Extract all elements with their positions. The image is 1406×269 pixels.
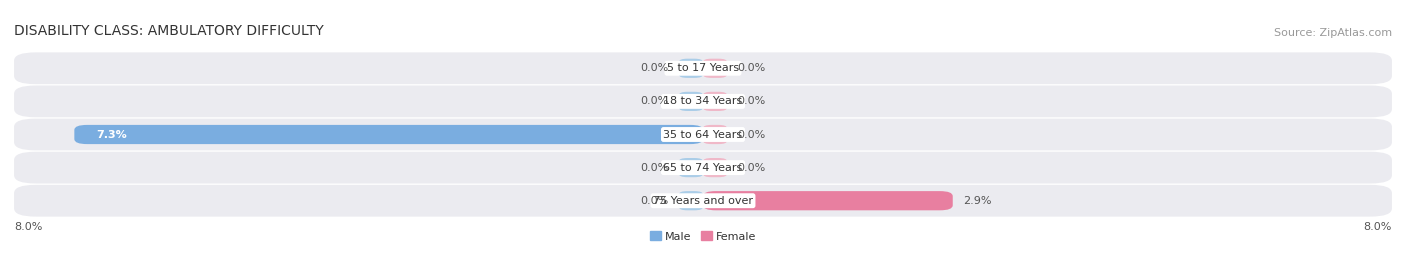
Text: 0.0%: 0.0% [640,196,669,206]
Legend: Male, Female: Male, Female [645,227,761,246]
FancyBboxPatch shape [14,52,1392,84]
Text: 0.0%: 0.0% [640,96,669,107]
FancyBboxPatch shape [703,125,727,144]
FancyBboxPatch shape [75,125,703,144]
FancyBboxPatch shape [14,86,1392,117]
Text: 0.0%: 0.0% [640,162,669,173]
Text: 35 to 64 Years: 35 to 64 Years [664,129,742,140]
FancyBboxPatch shape [679,92,703,111]
Text: Source: ZipAtlas.com: Source: ZipAtlas.com [1274,29,1392,38]
Text: 75 Years and over: 75 Years and over [652,196,754,206]
FancyBboxPatch shape [703,158,727,177]
FancyBboxPatch shape [679,158,703,177]
Text: 2.9%: 2.9% [963,196,991,206]
Text: 0.0%: 0.0% [640,63,669,73]
Text: 8.0%: 8.0% [1364,222,1392,232]
Text: 18 to 34 Years: 18 to 34 Years [664,96,742,107]
FancyBboxPatch shape [703,92,727,111]
Text: DISABILITY CLASS: AMBULATORY DIFFICULTY: DISABILITY CLASS: AMBULATORY DIFFICULTY [14,24,323,38]
Text: 8.0%: 8.0% [14,222,42,232]
Text: 0.0%: 0.0% [738,96,766,107]
FancyBboxPatch shape [679,191,703,210]
Text: 5 to 17 Years: 5 to 17 Years [666,63,740,73]
Text: 0.0%: 0.0% [738,63,766,73]
Text: 7.3%: 7.3% [96,129,127,140]
FancyBboxPatch shape [14,185,1392,217]
Text: 65 to 74 Years: 65 to 74 Years [664,162,742,173]
Text: 0.0%: 0.0% [738,162,766,173]
Text: 0.0%: 0.0% [738,129,766,140]
FancyBboxPatch shape [679,59,703,78]
FancyBboxPatch shape [14,152,1392,183]
FancyBboxPatch shape [703,59,727,78]
FancyBboxPatch shape [703,191,953,210]
FancyBboxPatch shape [14,119,1392,150]
